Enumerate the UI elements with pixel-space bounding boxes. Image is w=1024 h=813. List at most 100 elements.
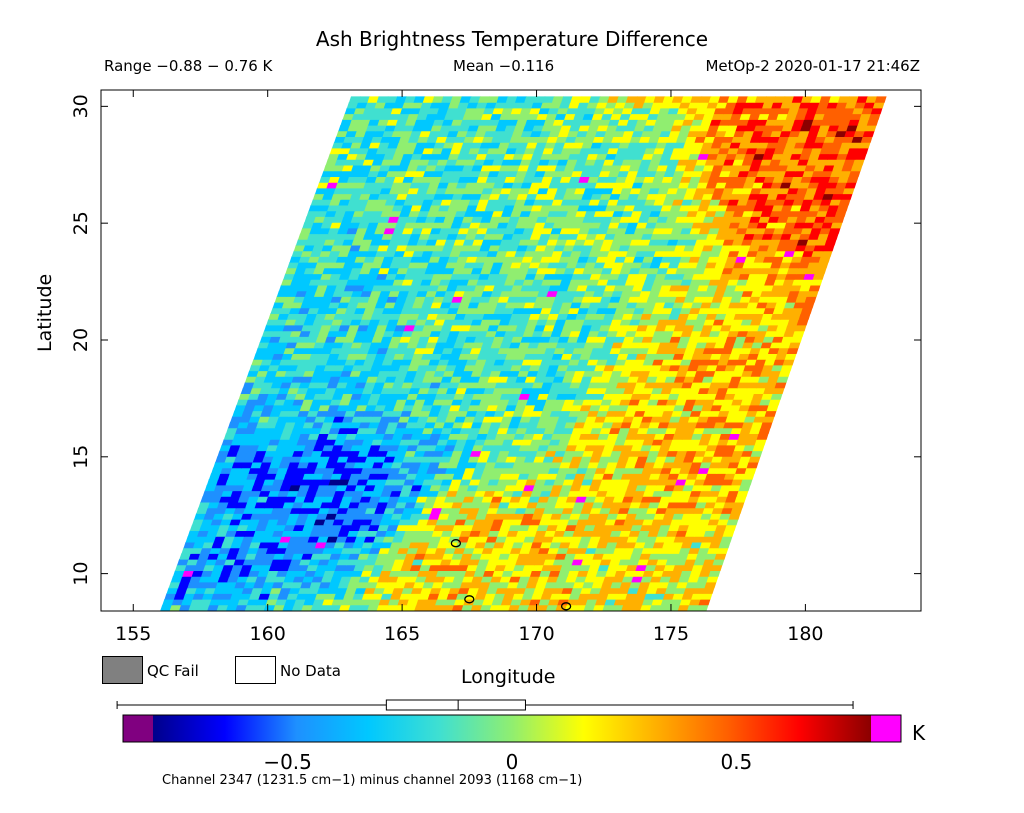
swath-pixel xyxy=(616,433,629,440)
swath-pixel xyxy=(502,387,514,394)
swath-pixel xyxy=(236,450,249,457)
swath-pixel xyxy=(668,393,680,400)
swath-pixel xyxy=(408,387,421,394)
swath-pixel xyxy=(255,576,268,583)
swath-pixel xyxy=(584,496,597,503)
swath-pixel xyxy=(300,581,313,589)
swath-pixel xyxy=(228,444,241,452)
swath-pixel xyxy=(574,290,587,297)
swath-pixel xyxy=(743,416,756,423)
swath-pixel xyxy=(345,484,358,492)
swath-pixel xyxy=(373,330,386,337)
swath-pixel xyxy=(596,461,609,469)
swath-pixel xyxy=(349,421,362,429)
swath-pixel xyxy=(593,576,606,583)
swath-pixel xyxy=(404,604,417,611)
swath-pixel xyxy=(506,530,519,537)
swath-pixel xyxy=(311,347,324,354)
swath-pixel xyxy=(548,284,561,292)
swath-pixel xyxy=(324,593,337,600)
swath-pixel xyxy=(371,262,383,269)
swath-pixel xyxy=(239,593,252,600)
swath-pixel xyxy=(258,593,271,600)
swath-pixel xyxy=(437,593,450,600)
swath-pixel xyxy=(410,433,423,440)
swath-pixel xyxy=(681,513,694,520)
swath-pixel xyxy=(215,530,228,537)
swath-pixel xyxy=(307,307,320,314)
swath-pixel xyxy=(442,296,454,303)
swath-pixel xyxy=(436,570,449,577)
swath-pixel xyxy=(303,267,316,275)
swath-pixel xyxy=(687,496,700,503)
swath-pixel xyxy=(770,313,783,320)
swath-pixel xyxy=(630,553,642,560)
swath-pixel xyxy=(315,387,328,394)
swath-pixel xyxy=(436,262,448,269)
swath-pixel xyxy=(468,427,481,434)
swath-pixel xyxy=(435,364,448,372)
swath-pixel xyxy=(431,273,444,280)
swath-pixel xyxy=(202,490,215,497)
swath-pixel xyxy=(522,461,534,469)
swath-pixel xyxy=(631,496,644,503)
swath-pixel xyxy=(255,399,268,406)
swath-pixel xyxy=(192,519,205,526)
swath-pixel xyxy=(461,319,474,326)
swath-pixel xyxy=(333,541,346,549)
swath-pixel xyxy=(589,507,602,514)
swath-pixel xyxy=(583,342,596,349)
swath-pixel xyxy=(646,559,659,566)
swath-pixel xyxy=(404,553,417,560)
swath-pixel xyxy=(407,313,420,320)
swath-pixel xyxy=(696,444,709,452)
swath-pixel xyxy=(691,593,704,600)
swath-pixel xyxy=(523,353,536,360)
swath-pixel xyxy=(681,593,694,600)
swath-pixel xyxy=(556,364,569,372)
swath-pixel xyxy=(356,302,369,309)
swath-pixel xyxy=(700,513,713,520)
swath-pixel xyxy=(367,501,380,509)
swath-pixel xyxy=(427,284,440,292)
swath-pixel xyxy=(805,267,818,275)
swath-pixel xyxy=(569,564,582,571)
swath-pixel xyxy=(361,439,374,446)
swath-pixel xyxy=(585,284,598,292)
swath-pixel xyxy=(708,279,721,286)
swath-pixel xyxy=(660,336,673,343)
swath-pixel xyxy=(468,559,481,566)
swath-pixel xyxy=(377,319,390,326)
swath-pixel xyxy=(460,501,473,509)
swath-pixel xyxy=(471,473,484,480)
swath-pixel xyxy=(599,324,612,332)
swath-pixel xyxy=(387,496,400,503)
swath-pixel xyxy=(358,524,371,531)
swath-pixel xyxy=(416,342,429,349)
swath-pixel xyxy=(567,570,580,577)
swath-pixel xyxy=(521,593,534,600)
swath-pixel xyxy=(675,559,687,566)
swath-pixel xyxy=(727,410,740,417)
swath-pixel xyxy=(350,599,363,606)
swath-pixel xyxy=(826,233,839,240)
swath-pixel xyxy=(514,536,527,543)
swath-pixel xyxy=(379,519,392,526)
swath-pixel xyxy=(636,507,649,514)
swath-pixel xyxy=(256,599,269,606)
swath-pixel xyxy=(281,530,294,537)
swath-pixel xyxy=(373,433,386,440)
swath-pixel xyxy=(792,330,805,337)
swath-pixel xyxy=(509,393,522,400)
swath-pixel xyxy=(422,273,435,280)
swath-pixel xyxy=(697,576,710,583)
swath-pixel xyxy=(243,404,256,412)
swath-pixel xyxy=(476,587,489,594)
swath-pixel xyxy=(497,347,510,354)
swath-pixel xyxy=(722,530,735,537)
swath-pixel xyxy=(650,284,663,292)
swath-pixel xyxy=(291,427,304,434)
swath-pixel xyxy=(671,330,684,337)
swath-pixel xyxy=(294,267,307,275)
swath-pixel xyxy=(642,490,655,497)
